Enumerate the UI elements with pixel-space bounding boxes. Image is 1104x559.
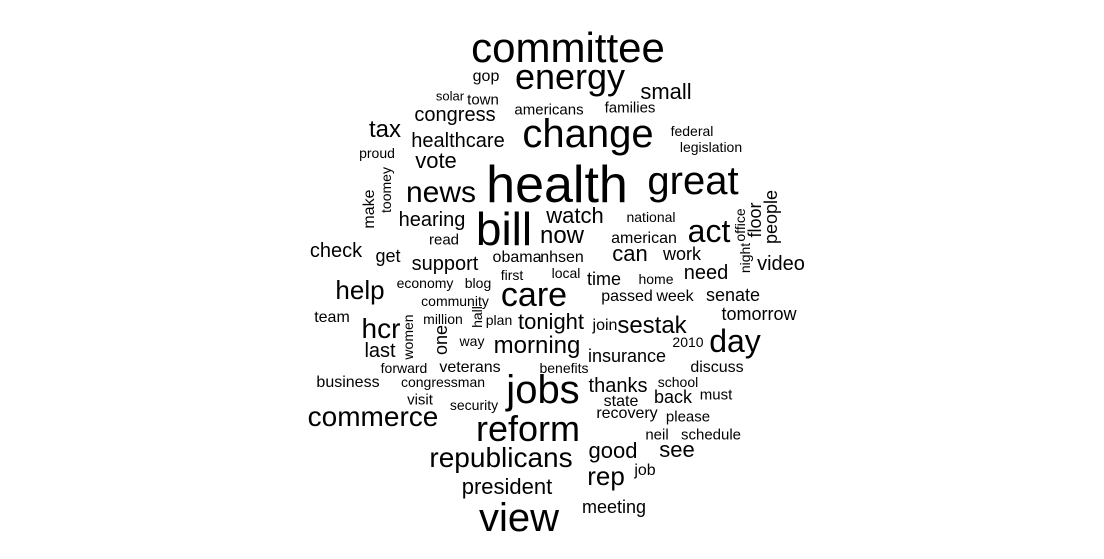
word-meeting: meeting <box>581 497 647 517</box>
word-blog: blog <box>464 275 492 291</box>
word-forward: forward <box>380 360 428 376</box>
word-team: team <box>314 309 350 326</box>
word-can: can <box>612 241 648 266</box>
word-sestak: sestak <box>617 312 687 339</box>
word-now: now <box>539 222 585 249</box>
word-hall: hall <box>469 306 485 328</box>
word-floor: floor <box>745 202 765 238</box>
word-neil: neil <box>645 426 669 444</box>
word-republicans: republicans <box>429 442 573 473</box>
word-get: get <box>375 246 401 266</box>
word-last: last <box>364 340 396 362</box>
word-plan: plan <box>485 312 513 328</box>
word-tomorrow: tomorrow <box>721 304 797 324</box>
word-read: read <box>428 231 460 249</box>
word-job: job <box>634 462 656 479</box>
word-morning: morning <box>493 332 581 359</box>
word-nhsen: nhsen <box>540 249 584 266</box>
word-tonight: tonight <box>517 309 585 334</box>
word-act: act <box>687 213 731 249</box>
word-first: first <box>500 267 524 283</box>
word-jobs: jobs <box>506 368 580 412</box>
word-view: view <box>478 496 560 540</box>
word-must: must <box>699 386 733 404</box>
word-make: make <box>361 189 378 229</box>
word-senate: senate <box>705 285 761 305</box>
word-state: state <box>603 393 639 410</box>
word-economy: economy <box>396 275 454 291</box>
word-good: good <box>588 438 638 463</box>
word-congress: congress <box>414 104 496 126</box>
word-recovery: recovery <box>596 405 658 422</box>
word-back: back <box>653 387 693 407</box>
word-congressman: congressman <box>400 374 486 390</box>
word-families: families <box>604 99 656 117</box>
word-veterans: veterans <box>439 359 501 376</box>
word-gop: gop <box>472 68 500 85</box>
word-check: check <box>309 240 363 262</box>
word-reform: reform <box>475 408 581 449</box>
word-change: change <box>522 112 654 156</box>
word-day: day <box>709 323 761 359</box>
word-proud: proud <box>359 145 395 161</box>
word-watch: watch <box>546 203 604 228</box>
word-energy: energy <box>514 56 626 97</box>
word-night: night <box>737 242 753 274</box>
word-passed: passed <box>601 288 653 305</box>
word-insurance: insurance <box>587 346 667 366</box>
word-work: work <box>662 244 702 264</box>
word-2010: 2010 <box>672 334 704 350</box>
word-way: way <box>459 333 485 349</box>
word-home: home <box>638 271 674 287</box>
word-bill: bill <box>475 203 533 255</box>
word-join: join <box>592 317 618 334</box>
word-benefits: benefits <box>539 360 589 376</box>
word-legislation: legislation <box>679 139 743 155</box>
word-town: town <box>467 91 499 109</box>
word-business: business <box>316 374 380 391</box>
word-president: president <box>461 474 553 499</box>
word-news: news <box>405 176 477 209</box>
word-hcr: hcr <box>361 313 401 344</box>
word-see: see <box>659 437 695 462</box>
word-obama: obama <box>492 249 542 266</box>
word-committee: committee <box>471 24 665 71</box>
word-women: women <box>400 314 416 360</box>
word-hearing: hearing <box>398 209 466 231</box>
word-week: week <box>656 288 694 305</box>
word-office: office <box>732 208 748 242</box>
word-million: million <box>423 311 463 327</box>
word-commerce: commerce <box>307 401 439 432</box>
word-thanks: thanks <box>588 375 648 397</box>
word-visit: visit <box>407 391 433 409</box>
word-discuss: discuss <box>690 359 744 376</box>
word-time: time <box>586 269 622 289</box>
word-rep: rep <box>587 461 625 491</box>
word-community: community <box>421 293 489 309</box>
word-solar: solar <box>435 88 465 104</box>
word-american: american <box>611 230 677 247</box>
word-video: video <box>757 253 805 275</box>
word-health: health <box>486 156 628 214</box>
word-security: security <box>449 397 499 413</box>
word-federal: federal <box>670 123 714 139</box>
word-vote: vote <box>415 148 457 173</box>
word-need: need <box>683 262 729 284</box>
word-care: care <box>500 276 568 314</box>
word-schedule: schedule <box>680 426 742 444</box>
word-healthcare: healthcare <box>411 130 505 152</box>
word-school: school <box>657 374 699 390</box>
word-tax: tax <box>368 116 402 143</box>
word-toomey: toomey <box>378 167 394 213</box>
word-support: support <box>411 253 479 275</box>
word-national: national <box>626 209 676 225</box>
word-local: local <box>551 265 581 281</box>
word-small: small <box>640 79 692 104</box>
word-great: great <box>647 159 739 203</box>
word-please: please <box>665 408 711 426</box>
word-americans: americans <box>514 101 584 119</box>
word-one: one <box>431 324 451 356</box>
word-help: help <box>335 275 385 305</box>
